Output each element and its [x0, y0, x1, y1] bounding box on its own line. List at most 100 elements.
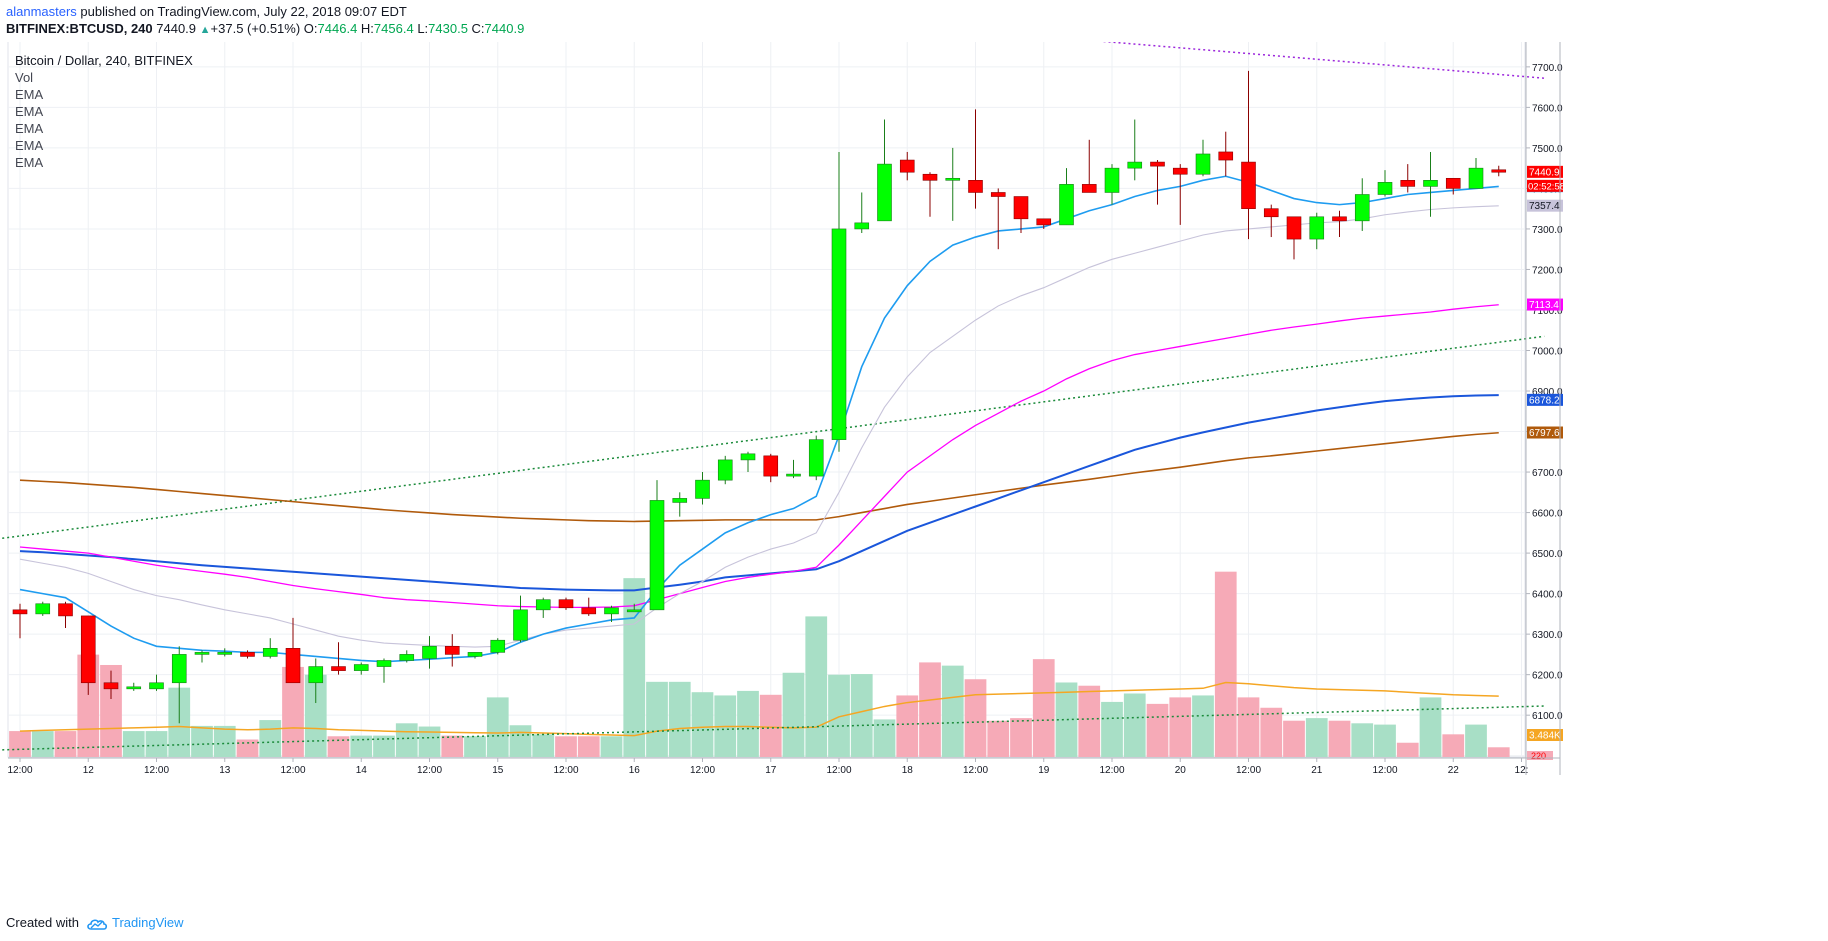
countdown-text: 02:52:58	[1528, 181, 1565, 192]
price-tick-label: 6900.0	[1532, 387, 1563, 398]
candle	[1172, 164, 1188, 225]
time-tick-label: 12:00	[1372, 765, 1397, 776]
candle	[672, 492, 688, 517]
volume-bar	[964, 679, 987, 757]
time-tick-label: 12:00	[1099, 765, 1124, 776]
volume-ma-badge	[1527, 729, 1563, 741]
candle	[467, 652, 483, 659]
volume-ma-text: 3.484K	[1529, 731, 1561, 742]
candle	[808, 435, 824, 481]
candle	[604, 605, 619, 622]
last-value-text: 6797.6	[1529, 428, 1560, 439]
candles	[12, 70, 1507, 724]
candle	[1286, 216, 1302, 260]
time-tick-label: 12:00	[7, 765, 32, 776]
candle-body	[1491, 169, 1507, 173]
author-link[interactable]: alanmasters	[6, 4, 77, 19]
volume-ma-line	[19, 681, 1499, 737]
candle-body	[308, 666, 324, 684]
volume-bar	[282, 666, 304, 757]
volume-bar	[1101, 701, 1123, 757]
price-tick-label: 6200.0	[1532, 671, 1563, 682]
volume-bar	[600, 736, 623, 757]
ema5-line	[19, 431, 1499, 523]
candle-body	[444, 645, 460, 655]
candle-body	[1354, 194, 1370, 222]
candle	[740, 451, 756, 473]
candle	[1491, 165, 1507, 177]
last-price: 7440.9	[156, 21, 197, 36]
volume-bar	[759, 694, 782, 757]
candle-body	[1445, 177, 1461, 189]
candle-body	[740, 453, 756, 461]
candle-body	[1309, 216, 1325, 240]
volume-bar	[1146, 703, 1169, 757]
price-tick-label: 6500.0	[1532, 549, 1563, 560]
volume-bar	[395, 723, 418, 757]
candle-body	[1059, 184, 1074, 226]
candle-body	[626, 609, 642, 613]
candle	[763, 453, 779, 483]
volume-bar	[1123, 693, 1146, 757]
candle-body	[1377, 182, 1393, 195]
candle-body	[968, 180, 983, 193]
candle-body	[217, 652, 233, 655]
candle-body	[285, 648, 301, 684]
candle	[990, 188, 1006, 250]
legend-ema-2[interactable]: EMA	[15, 104, 44, 119]
candle-body	[331, 666, 346, 671]
candle	[1036, 218, 1052, 229]
candle-body	[854, 222, 870, 230]
candle-body	[786, 473, 801, 477]
low-label: L:	[417, 21, 429, 36]
legend-vol[interactable]: Vol	[15, 70, 34, 85]
candle	[126, 682, 142, 691]
volume-bar	[850, 674, 873, 757]
legend-ema-3[interactable]: EMA	[15, 121, 44, 136]
legend-ema-1[interactable]: EMA	[15, 87, 44, 102]
candle	[353, 662, 369, 675]
volume-bar	[805, 616, 828, 757]
legend-ema-4[interactable]: EMA	[15, 138, 44, 153]
publish-info: published on TradingView.com, July 22, 2…	[76, 4, 407, 19]
candle	[968, 109, 983, 209]
candle	[786, 459, 801, 479]
candle	[1423, 151, 1438, 217]
price-tick-label: 7700.0	[1532, 63, 1563, 74]
last-value-badge	[1527, 165, 1563, 178]
volume-bar	[668, 681, 691, 757]
candle	[1241, 70, 1256, 240]
volume-bar	[191, 725, 213, 757]
tradingview-link[interactable]: TradingView	[112, 915, 184, 930]
candle-body	[1036, 218, 1052, 226]
candle	[877, 119, 892, 222]
time-tick-label: 13	[219, 765, 231, 776]
header: alanmasters published on TradingView.com…	[0, 0, 1828, 42]
legend-ema-5[interactable]: EMA	[15, 155, 44, 170]
candle	[1468, 158, 1484, 189]
candle	[103, 670, 119, 699]
candle	[399, 650, 415, 663]
volume-bar	[418, 726, 441, 757]
candle-body	[695, 479, 710, 499]
candle-body	[399, 654, 415, 661]
volume-bar	[1032, 659, 1055, 757]
candle	[1354, 178, 1370, 231]
volume-bar	[1396, 742, 1419, 757]
price-tick-label: 7200.0	[1532, 265, 1563, 276]
price-chart[interactable]: 6100.0 6200.0 6300.0 6400.0 6500.0 6600.0 6700…	[0, 42, 1828, 910]
time-tick-label: 19	[1038, 765, 1050, 776]
footer: Created with TradingView	[0, 910, 1828, 941]
volume-bar	[1055, 682, 1078, 757]
volume-bar	[623, 578, 646, 757]
candle	[899, 151, 915, 181]
candle	[217, 648, 233, 657]
chart-legend: Bitcoin / Dollar, 240, BITFINEX Vol EMA …	[15, 52, 193, 171]
candle	[240, 650, 255, 659]
time-tick-label: 17	[765, 765, 777, 776]
time-tick-label: 12:00	[417, 765, 442, 776]
candle-body	[808, 439, 824, 477]
candle	[490, 638, 506, 655]
price-tick-label: 6600.0	[1532, 509, 1563, 520]
candle-body	[1286, 216, 1302, 240]
